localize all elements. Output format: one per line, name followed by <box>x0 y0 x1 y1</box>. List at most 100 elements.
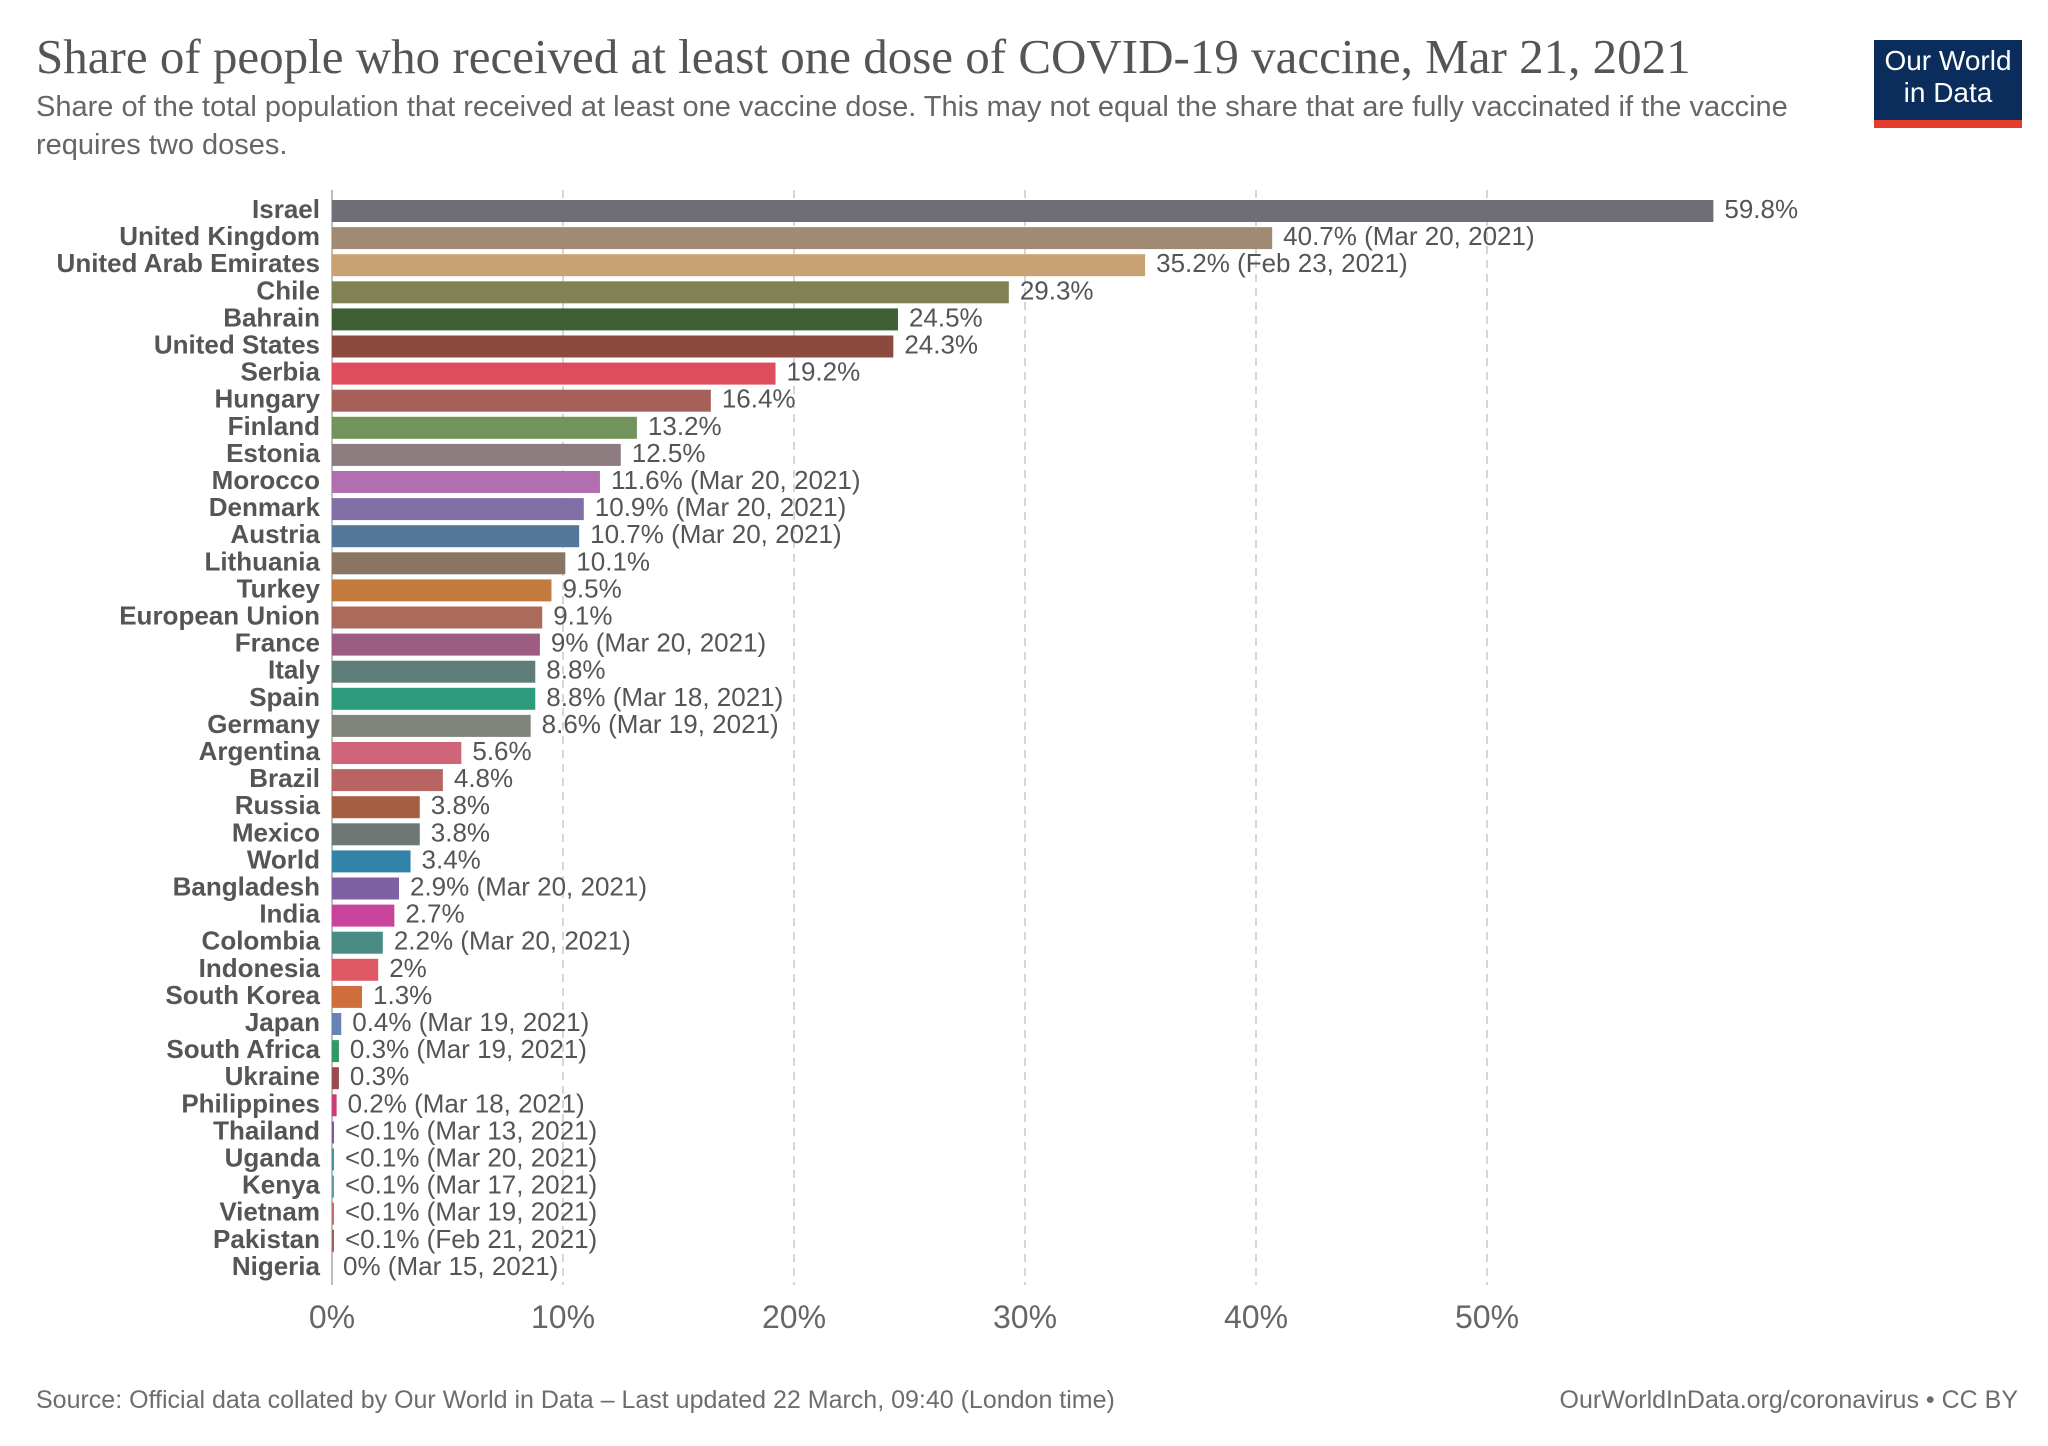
value-label: <0.1% (Mar 20, 2021) <box>345 1143 597 1173</box>
value-label: 4.8% <box>454 763 513 793</box>
bar[interactable] <box>332 335 894 358</box>
value-label: 9% (Mar 20, 2021) <box>551 628 766 658</box>
category-label: Morocco <box>212 465 320 495</box>
x-axis: 0% 10% 20% 30% 40% 50% <box>309 1299 1519 1335</box>
category-label: Colombia <box>202 926 321 956</box>
bar[interactable] <box>332 579 552 602</box>
category-label: Israel <box>252 194 320 224</box>
category-label: Nigeria <box>232 1251 321 1281</box>
category-label: Russia <box>235 790 321 820</box>
bar[interactable] <box>332 742 462 764</box>
bar[interactable] <box>332 714 531 737</box>
category-label: United Kingdom <box>119 221 320 251</box>
bar[interactable] <box>332 227 1273 250</box>
bar[interactable] <box>332 281 1009 304</box>
license-link[interactable]: OurWorldInData.org/coronavirus • CC BY <box>1559 1386 2018 1414</box>
value-label: 9.1% <box>553 601 612 631</box>
bar[interactable] <box>332 1094 337 1117</box>
value-label: 8.8% <box>546 655 605 685</box>
value-label: 8.6% (Mar 19, 2021) <box>542 709 779 739</box>
bar[interactable] <box>332 1067 339 1090</box>
bar[interactable] <box>332 471 600 493</box>
category-label: Estonia <box>226 438 320 468</box>
value-label: 12.5% <box>632 438 706 468</box>
category-label: Argentina <box>199 736 321 766</box>
bar[interactable] <box>332 552 566 575</box>
bar[interactable] <box>332 985 363 1008</box>
category-label: Hungary <box>215 384 321 414</box>
owid-logo[interactable]: Our World in Data <box>1874 40 2022 128</box>
category-label: Uganda <box>225 1143 321 1173</box>
bar[interactable] <box>332 633 540 656</box>
bar[interactable] <box>332 498 584 521</box>
x-tick-label: 20% <box>762 1299 826 1335</box>
category-label: Italy <box>268 655 321 685</box>
category-label: European Union <box>119 601 320 631</box>
value-label: 3.8% <box>431 790 490 820</box>
bar[interactable] <box>332 1148 334 1171</box>
value-label: 16.4% <box>722 384 796 414</box>
bar[interactable] <box>332 1013 342 1035</box>
category-label: World <box>247 844 320 874</box>
bar[interactable] <box>332 1175 334 1198</box>
category-label: Indonesia <box>199 953 321 983</box>
logo-accent-bar <box>1874 120 2022 128</box>
x-tick-label: 40% <box>1224 1299 1288 1335</box>
bar[interactable] <box>332 904 395 927</box>
bar[interactable] <box>332 958 379 981</box>
category-label: Turkey <box>237 573 321 603</box>
grid-lines <box>331 190 1488 1285</box>
bar[interactable] <box>332 254 1146 277</box>
bar[interactable] <box>332 362 776 385</box>
category-label: Japan <box>245 1007 320 1037</box>
bar[interactable] <box>332 606 543 629</box>
value-label: <0.1% (Mar 17, 2021) <box>345 1170 597 1200</box>
value-label: 0.3% (Mar 19, 2021) <box>350 1034 587 1064</box>
bar[interactable] <box>332 796 420 819</box>
bar[interactable] <box>332 308 898 331</box>
value-label: 0.4% (Mar 19, 2021) <box>352 1007 589 1037</box>
category-label: Germany <box>207 709 320 739</box>
value-label: 2.9% (Mar 20, 2021) <box>410 872 647 902</box>
category-label: Kenya <box>242 1170 321 1200</box>
category-label: Pakistan <box>213 1224 320 1254</box>
category-label: Finland <box>228 411 320 441</box>
bar[interactable] <box>332 416 637 439</box>
chart-title: Share of people who received at least on… <box>36 29 1691 84</box>
value-label: 0% (Mar 15, 2021) <box>343 1251 558 1281</box>
category-label: South Africa <box>166 1034 320 1064</box>
value-label: 59.8% <box>1724 194 1798 224</box>
value-label: 2.2% (Mar 20, 2021) <box>394 926 631 956</box>
bar[interactable] <box>332 660 536 683</box>
bar[interactable] <box>332 931 383 954</box>
bars <box>332 200 1714 1252</box>
value-label: 2% <box>389 953 427 983</box>
bar[interactable] <box>332 200 1714 222</box>
category-label: Ukraine <box>225 1061 320 1091</box>
bar[interactable] <box>332 443 621 466</box>
value-label: 24.5% <box>909 302 983 332</box>
bar[interactable] <box>332 769 443 792</box>
x-tick-label: 10% <box>531 1299 595 1335</box>
category-label: Austria <box>230 519 320 549</box>
bar[interactable] <box>332 1229 334 1252</box>
bar[interactable] <box>332 877 399 900</box>
bar[interactable] <box>332 823 420 846</box>
category-label: Chile <box>256 275 320 305</box>
category-label: Bangladesh <box>173 872 320 902</box>
bar[interactable] <box>332 1040 339 1063</box>
value-label: 5.6% <box>472 736 531 766</box>
bar[interactable] <box>332 850 411 873</box>
bar[interactable] <box>332 1202 334 1225</box>
category-label: Denmark <box>209 492 321 522</box>
bar[interactable] <box>332 389 711 412</box>
bar[interactable] <box>332 687 536 710</box>
bar[interactable] <box>332 1121 334 1144</box>
logo-line-1: Our World <box>1884 45 2012 76</box>
value-label: 13.2% <box>648 411 722 441</box>
bar[interactable] <box>332 525 580 548</box>
value-label: 40.7% (Mar 20, 2021) <box>1283 221 1534 251</box>
category-label: Thailand <box>213 1115 320 1145</box>
